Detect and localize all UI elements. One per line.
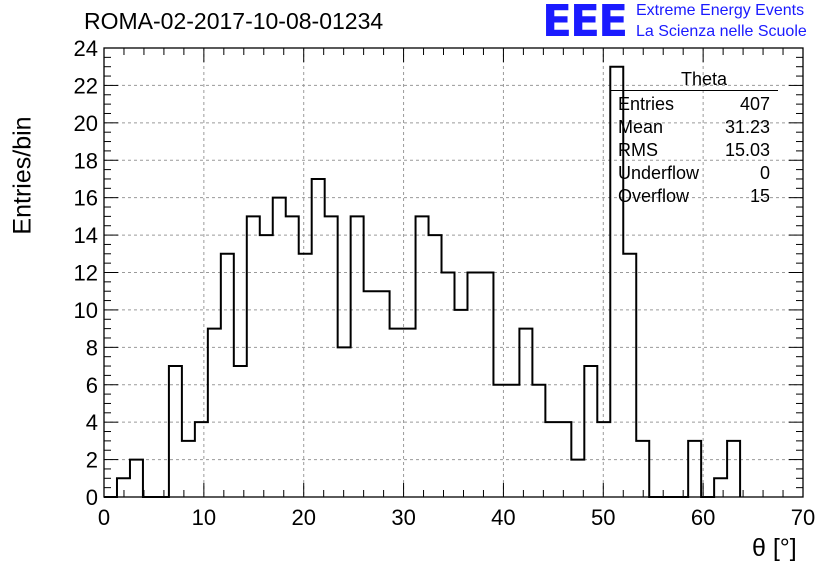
stats-label: Overflow [618,186,690,206]
x-tick-label: 30 [391,505,415,530]
histogram-line [104,65,742,498]
x-tick-label: 20 [291,505,315,530]
y-tick-label: 4 [86,410,98,435]
y-tick-label: 16 [74,186,98,211]
y-tick-label: 8 [86,335,98,360]
y-tick-label: 12 [74,261,98,286]
y-axis-label-container: Entries/bin [8,116,38,236]
stats-divider [610,90,778,91]
stats-label: Entries [618,94,675,114]
y-tick-label: 24 [74,36,98,61]
logo-subtitle-line2: La Scienza nelle Scuole [636,23,807,40]
y-tick-label: 20 [74,111,98,136]
stats-label: Mean [618,117,664,137]
stats-label: Underflow [618,163,700,183]
stats-value: 0 [759,163,770,183]
y-tick-label: 14 [74,223,98,248]
stats-row-rms: RMS 15.03 [610,139,778,162]
stats-value: 15.03 [724,140,770,160]
stats-row-mean: Mean 31.23 [610,116,778,139]
y-tick-label: 0 [86,485,98,510]
chart-title: ROMA-02-2017-10-08-01234 [84,8,384,34]
y-tick-label: 18 [74,148,98,173]
stats-title: Theta [680,69,728,89]
x-axis-label: θ [°] [752,534,797,562]
x-tick-label: 10 [192,505,216,530]
y-tick-label: 10 [74,298,98,323]
x-tick-label: 70 [791,505,815,530]
stats-value: 31.23 [724,117,770,137]
x-tick-label: 60 [691,505,715,530]
x-tick-label: 0 [98,505,110,530]
stats-row-overflow: Overflow 15 [610,185,778,208]
x-tick-label: 50 [591,505,615,530]
stats-row-underflow: Underflow 0 [610,162,778,185]
y-axis-label: Entries/bin [8,116,37,235]
y-tick-label: 2 [86,448,98,473]
stats-box: Theta Entries 407 Mean 31.23 RMS 15.03 U… [610,68,778,208]
stats-row-entries: Entries 407 [610,93,778,116]
y-tick-label: 6 [86,373,98,398]
stats-value: 15 [749,186,770,206]
eee-logo: EEE [542,0,628,47]
stats-label: RMS [618,140,658,160]
x-tick-label: 40 [491,505,515,530]
y-tick-label: 22 [74,73,98,98]
stats-value: 407 [739,94,770,114]
logo-subtitle-line1: Extreme Energy Events [636,2,805,19]
